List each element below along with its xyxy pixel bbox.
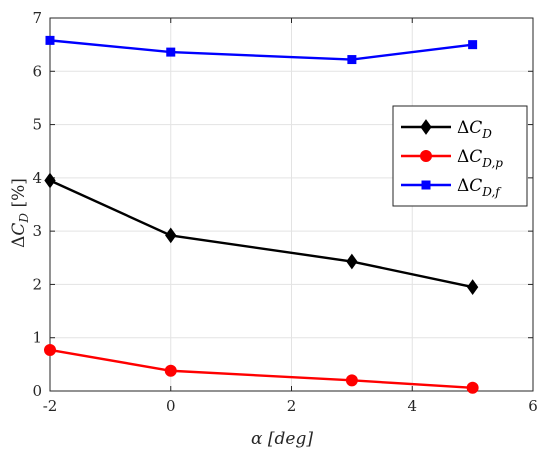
svg-text:ΔCD [%]: ΔCD [%] [9, 178, 31, 248]
legend-label: ΔCD [457, 118, 492, 141]
series-line [49, 348, 473, 390]
legend-entry: ΔCD,p [401, 147, 503, 170]
y-tick-label: 1 [32, 329, 42, 347]
data-point [468, 40, 478, 50]
legend: ΔCD ΔCD,p ΔCD,f [392, 105, 528, 207]
legend-marker [420, 119, 432, 135]
y-tick-label: 5 [32, 116, 42, 134]
series-line [49, 179, 473, 289]
data-point [44, 343, 56, 356]
y-axis-label: ΔCD [%] [9, 178, 31, 248]
y-tick-label: 4 [32, 169, 42, 187]
x-tick-label: 6 [528, 397, 538, 415]
svg-text:α [deg]: α [deg] [251, 429, 313, 449]
y-tick-label: 6 [32, 62, 42, 80]
x-axis-label: α [deg] [251, 429, 313, 449]
series-circle [44, 343, 479, 394]
data-point [44, 172, 56, 189]
legend-marker [420, 150, 432, 162]
y-tick-label: 2 [32, 275, 42, 293]
legend-label: ΔCD,p [457, 147, 503, 170]
series-diamond [44, 172, 479, 295]
series-square [45, 35, 478, 65]
x-tick-label: -2 [43, 397, 58, 415]
series-layer [44, 35, 479, 394]
data-point [164, 364, 177, 377]
data-point [466, 279, 479, 295]
y-tick-label: 0 [32, 382, 42, 400]
series-line [49, 39, 473, 61]
data-point [346, 253, 358, 270]
x-tick-label: 2 [287, 397, 297, 415]
legend-entry: ΔCD,f [401, 176, 502, 199]
x-tick-label: 0 [166, 397, 176, 415]
y-tick-label: 3 [32, 222, 42, 240]
legend-entry: ΔCD [401, 118, 492, 141]
data-point [466, 381, 479, 394]
y-tick-label: 7 [32, 9, 42, 27]
data-point [347, 55, 357, 65]
legend-label: ΔCD,f [457, 176, 502, 199]
x-tick-label: 4 [407, 397, 417, 415]
legend-marker [421, 180, 431, 190]
data-point [345, 374, 358, 387]
data-point [45, 35, 55, 45]
data-point [165, 227, 177, 244]
data-point [166, 47, 176, 57]
